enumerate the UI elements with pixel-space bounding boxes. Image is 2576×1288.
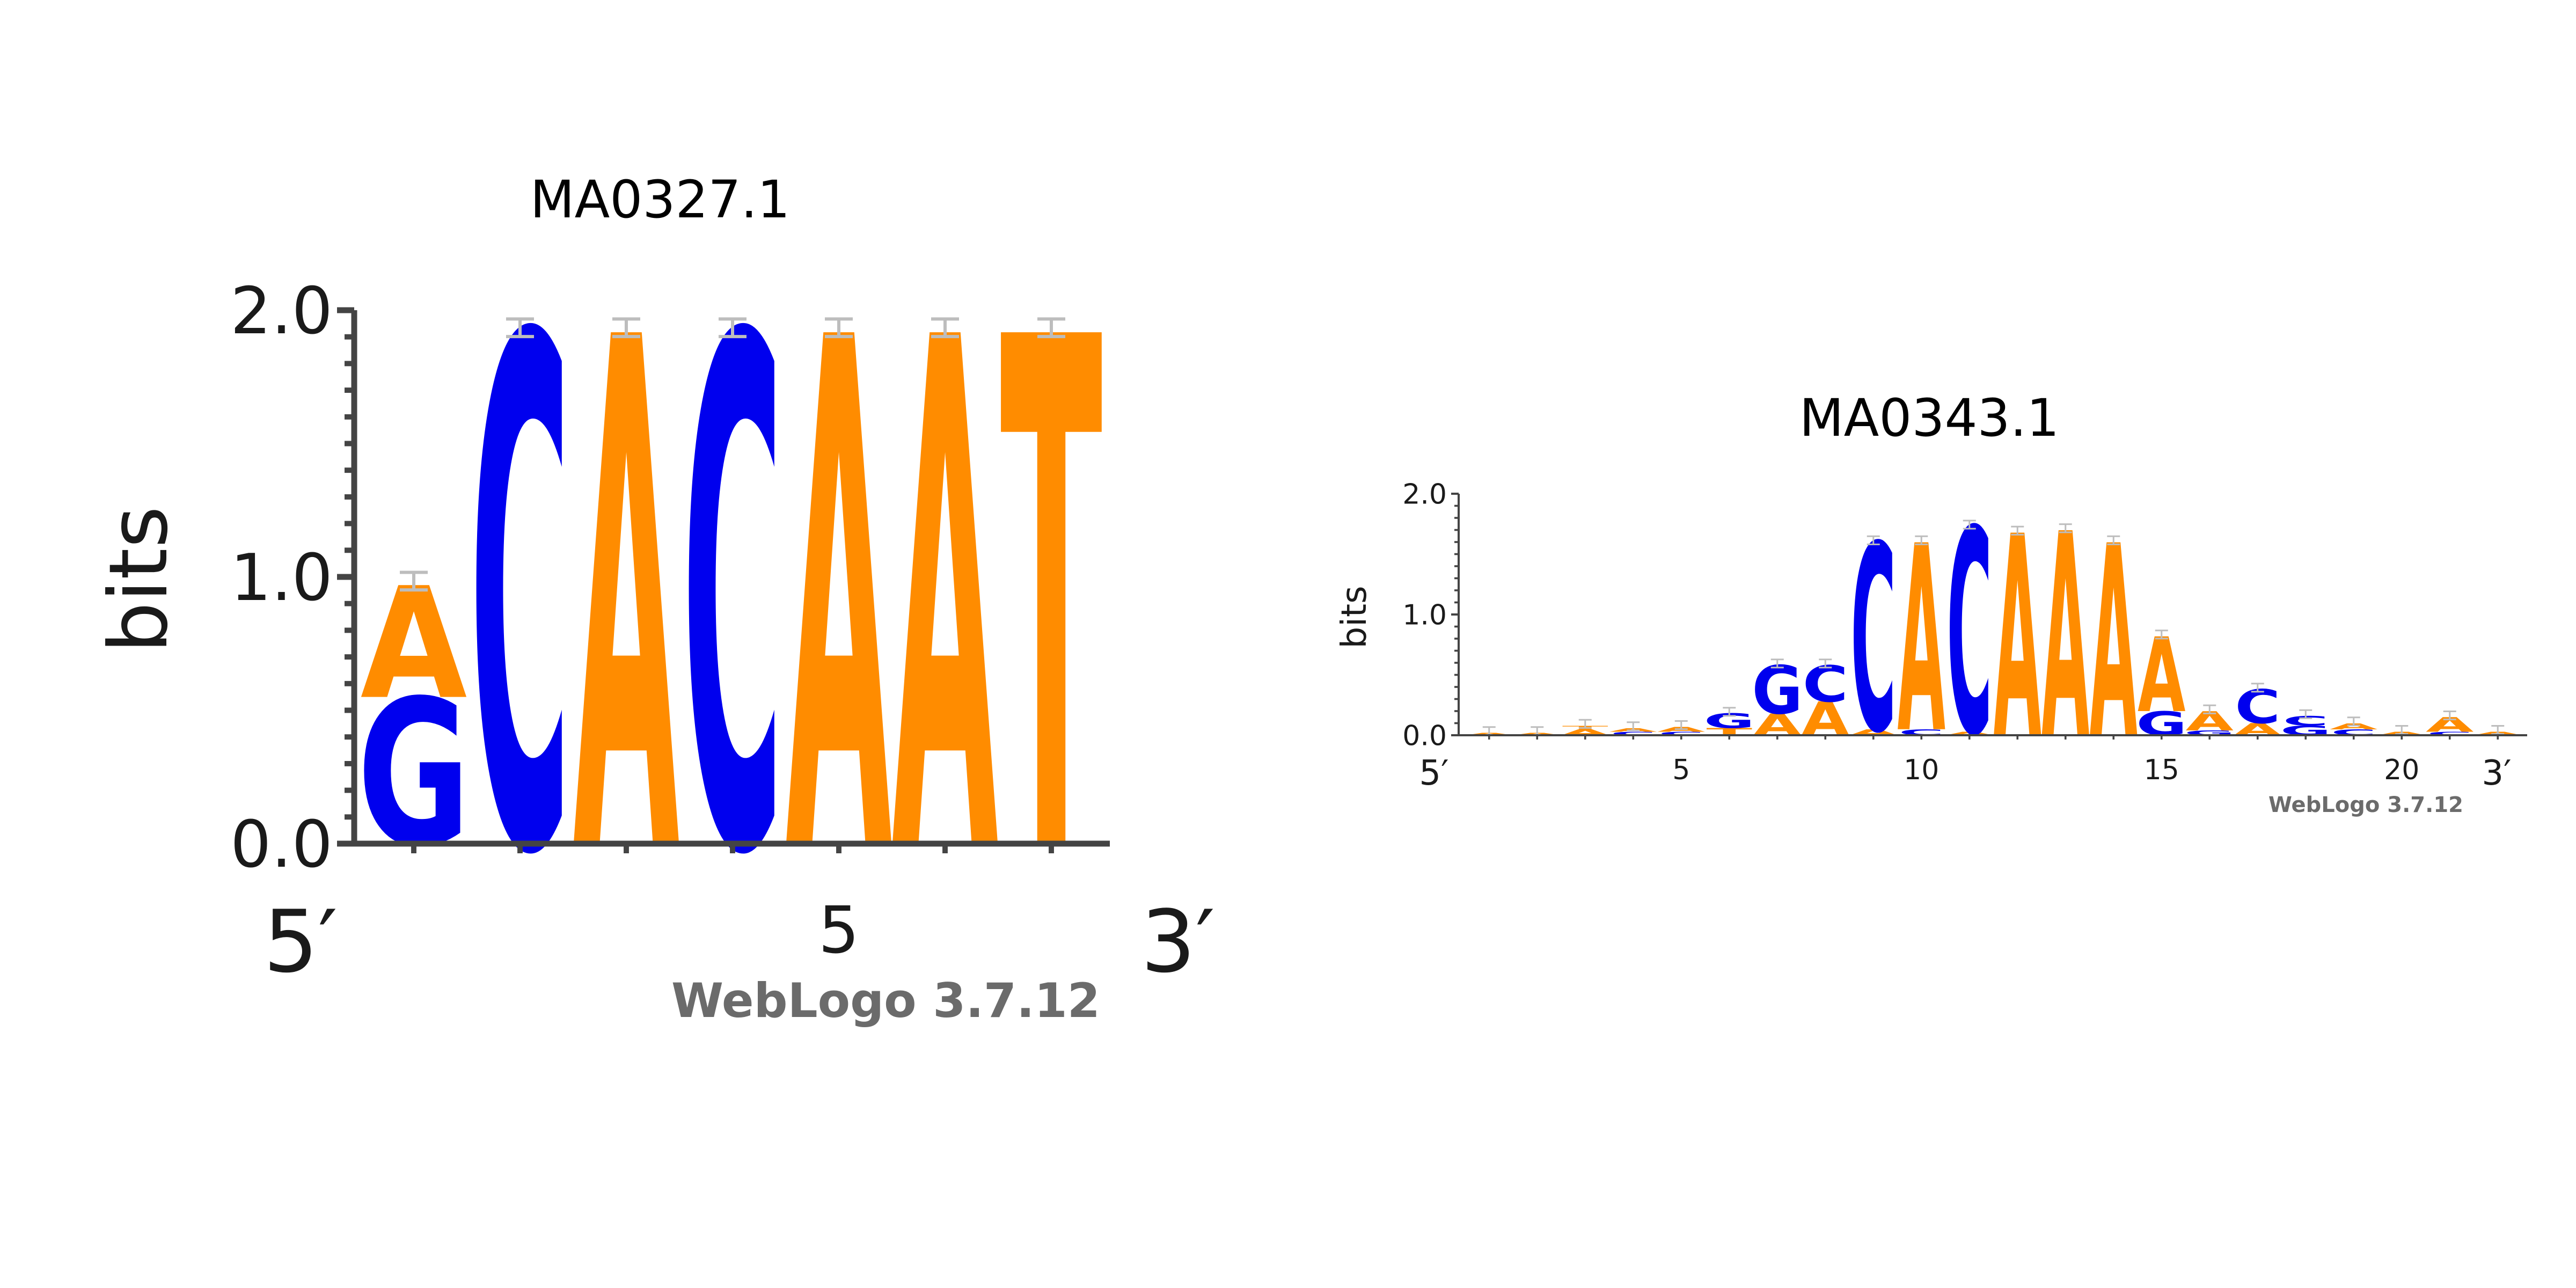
logo1-five-prime-label: 5′ <box>264 891 338 992</box>
logo2-x-tick-label: 5 <box>1672 754 1690 786</box>
logo2-error-bar <box>1627 721 1640 731</box>
logo2-x-tick-label: 20 <box>2384 754 2419 786</box>
logo1-y-axis: 0.0 1.0 2.0 <box>230 274 357 882</box>
logo2-letter-stacks: AAATCACATGAGACACCAACAAAGAGAACGCCAACAA <box>1465 472 2522 802</box>
logo1-letter-stacks: GA C A C A A T <box>357 193 1103 1009</box>
logo2-error-bar <box>1963 519 1976 530</box>
logo2-y-tick-label: 1.0 <box>1402 599 1447 632</box>
logo2-error-bar <box>2443 710 2456 721</box>
logo1-credit: WebLogo 3.7.12 <box>671 973 1100 1028</box>
logo-ma0343: MA0343.1 bits 0.01.02.0 AAATCACATGAGACAC… <box>1335 388 2527 817</box>
logo2-letter-c: C <box>1611 731 1656 737</box>
logo2-x-tick-label: 10 <box>1904 754 1939 786</box>
logo2-y-tick-label: 0.0 <box>1402 720 1447 752</box>
logo1-error-bar <box>506 317 534 339</box>
logo2-error-bar <box>1723 707 1736 717</box>
logo2-letter-c: C <box>1658 731 1704 737</box>
logo1-y-tick-label: 0.0 <box>230 808 333 882</box>
logo1-error-bar <box>1037 317 1065 339</box>
logo1-letter-a: A <box>786 194 894 1010</box>
logo2-error-bar <box>1915 535 1928 545</box>
logo2-x-axis: 5 10 15 20 <box>1459 734 2527 786</box>
logo2-error-bar <box>1867 535 1880 545</box>
logo2-error-bar <box>2395 724 2409 735</box>
logo2-title: MA0343.1 <box>1799 388 2059 448</box>
logo2-error-bar <box>1674 720 1688 730</box>
logo2-x-tick-label: 15 <box>2144 754 2179 786</box>
logo2-error-bar <box>2299 709 2312 719</box>
logo2-error-bar <box>1770 658 1784 669</box>
logo2-error-bar <box>2011 525 2024 536</box>
logo2-error-bar <box>2491 724 2505 735</box>
logo2-error-bar <box>2203 704 2216 714</box>
logo2-error-bar <box>1819 658 1832 669</box>
logo1-error-bar <box>612 317 640 339</box>
logo2-y-axis-label: bits <box>1335 586 1374 649</box>
logo2-error-bar <box>2059 523 2072 533</box>
logo2-five-prime-label: 5′ <box>1419 753 1448 793</box>
logo2-y-axis: 0.0 1.0 2.0 <box>1402 479 1460 752</box>
logo1-error-bars <box>400 317 1065 592</box>
logo1-letter-a: A <box>892 194 1000 1010</box>
logo2-letter-a: A <box>2330 722 2378 731</box>
logo1-x-tick-label: 5 <box>818 894 859 968</box>
logo1-error-bar <box>931 317 959 339</box>
logo1-error-bar <box>719 317 747 339</box>
logo1-y-tick-label: 1.0 <box>230 541 333 616</box>
logo2-letter-c: C <box>2427 731 2472 737</box>
logo2-letter-a: A <box>1945 731 1994 737</box>
logo2-credit: WebLogo 3.7.12 <box>2268 793 2463 817</box>
logo2-error-bar <box>2347 716 2360 727</box>
logo1-letter-c: C <box>682 194 783 1010</box>
logo1-letter-a: A <box>573 194 681 1010</box>
logo2-error-bar <box>2107 535 2120 545</box>
logo2-error-bar <box>1578 719 1592 729</box>
logo1-error-bar <box>400 570 428 592</box>
logo1-three-prime-label: 3′ <box>1141 891 1215 992</box>
logo1-y-axis-label: bits <box>92 506 186 653</box>
logo2-three-prime-label: 3′ <box>2482 753 2511 793</box>
logo1-error-bar <box>825 317 853 339</box>
logo1-x-axis: 5 <box>354 840 1110 968</box>
logo1-y-tick-label: 2.0 <box>230 274 333 349</box>
logo1-letter-c: C <box>470 194 570 1010</box>
logo-ma0327: MA0327.1 bits 0.0 1.0 2.0 GA C A C A A T 5 5′ 3′… <box>92 170 1215 1028</box>
logo1-letter-t: T <box>1000 193 1103 1009</box>
logo1-title: MA0327.1 <box>530 170 790 230</box>
logo2-y-tick-label: 2.0 <box>1402 479 1447 511</box>
logo2-error-bar <box>2251 683 2264 693</box>
logo2-error-bar <box>2155 630 2168 640</box>
